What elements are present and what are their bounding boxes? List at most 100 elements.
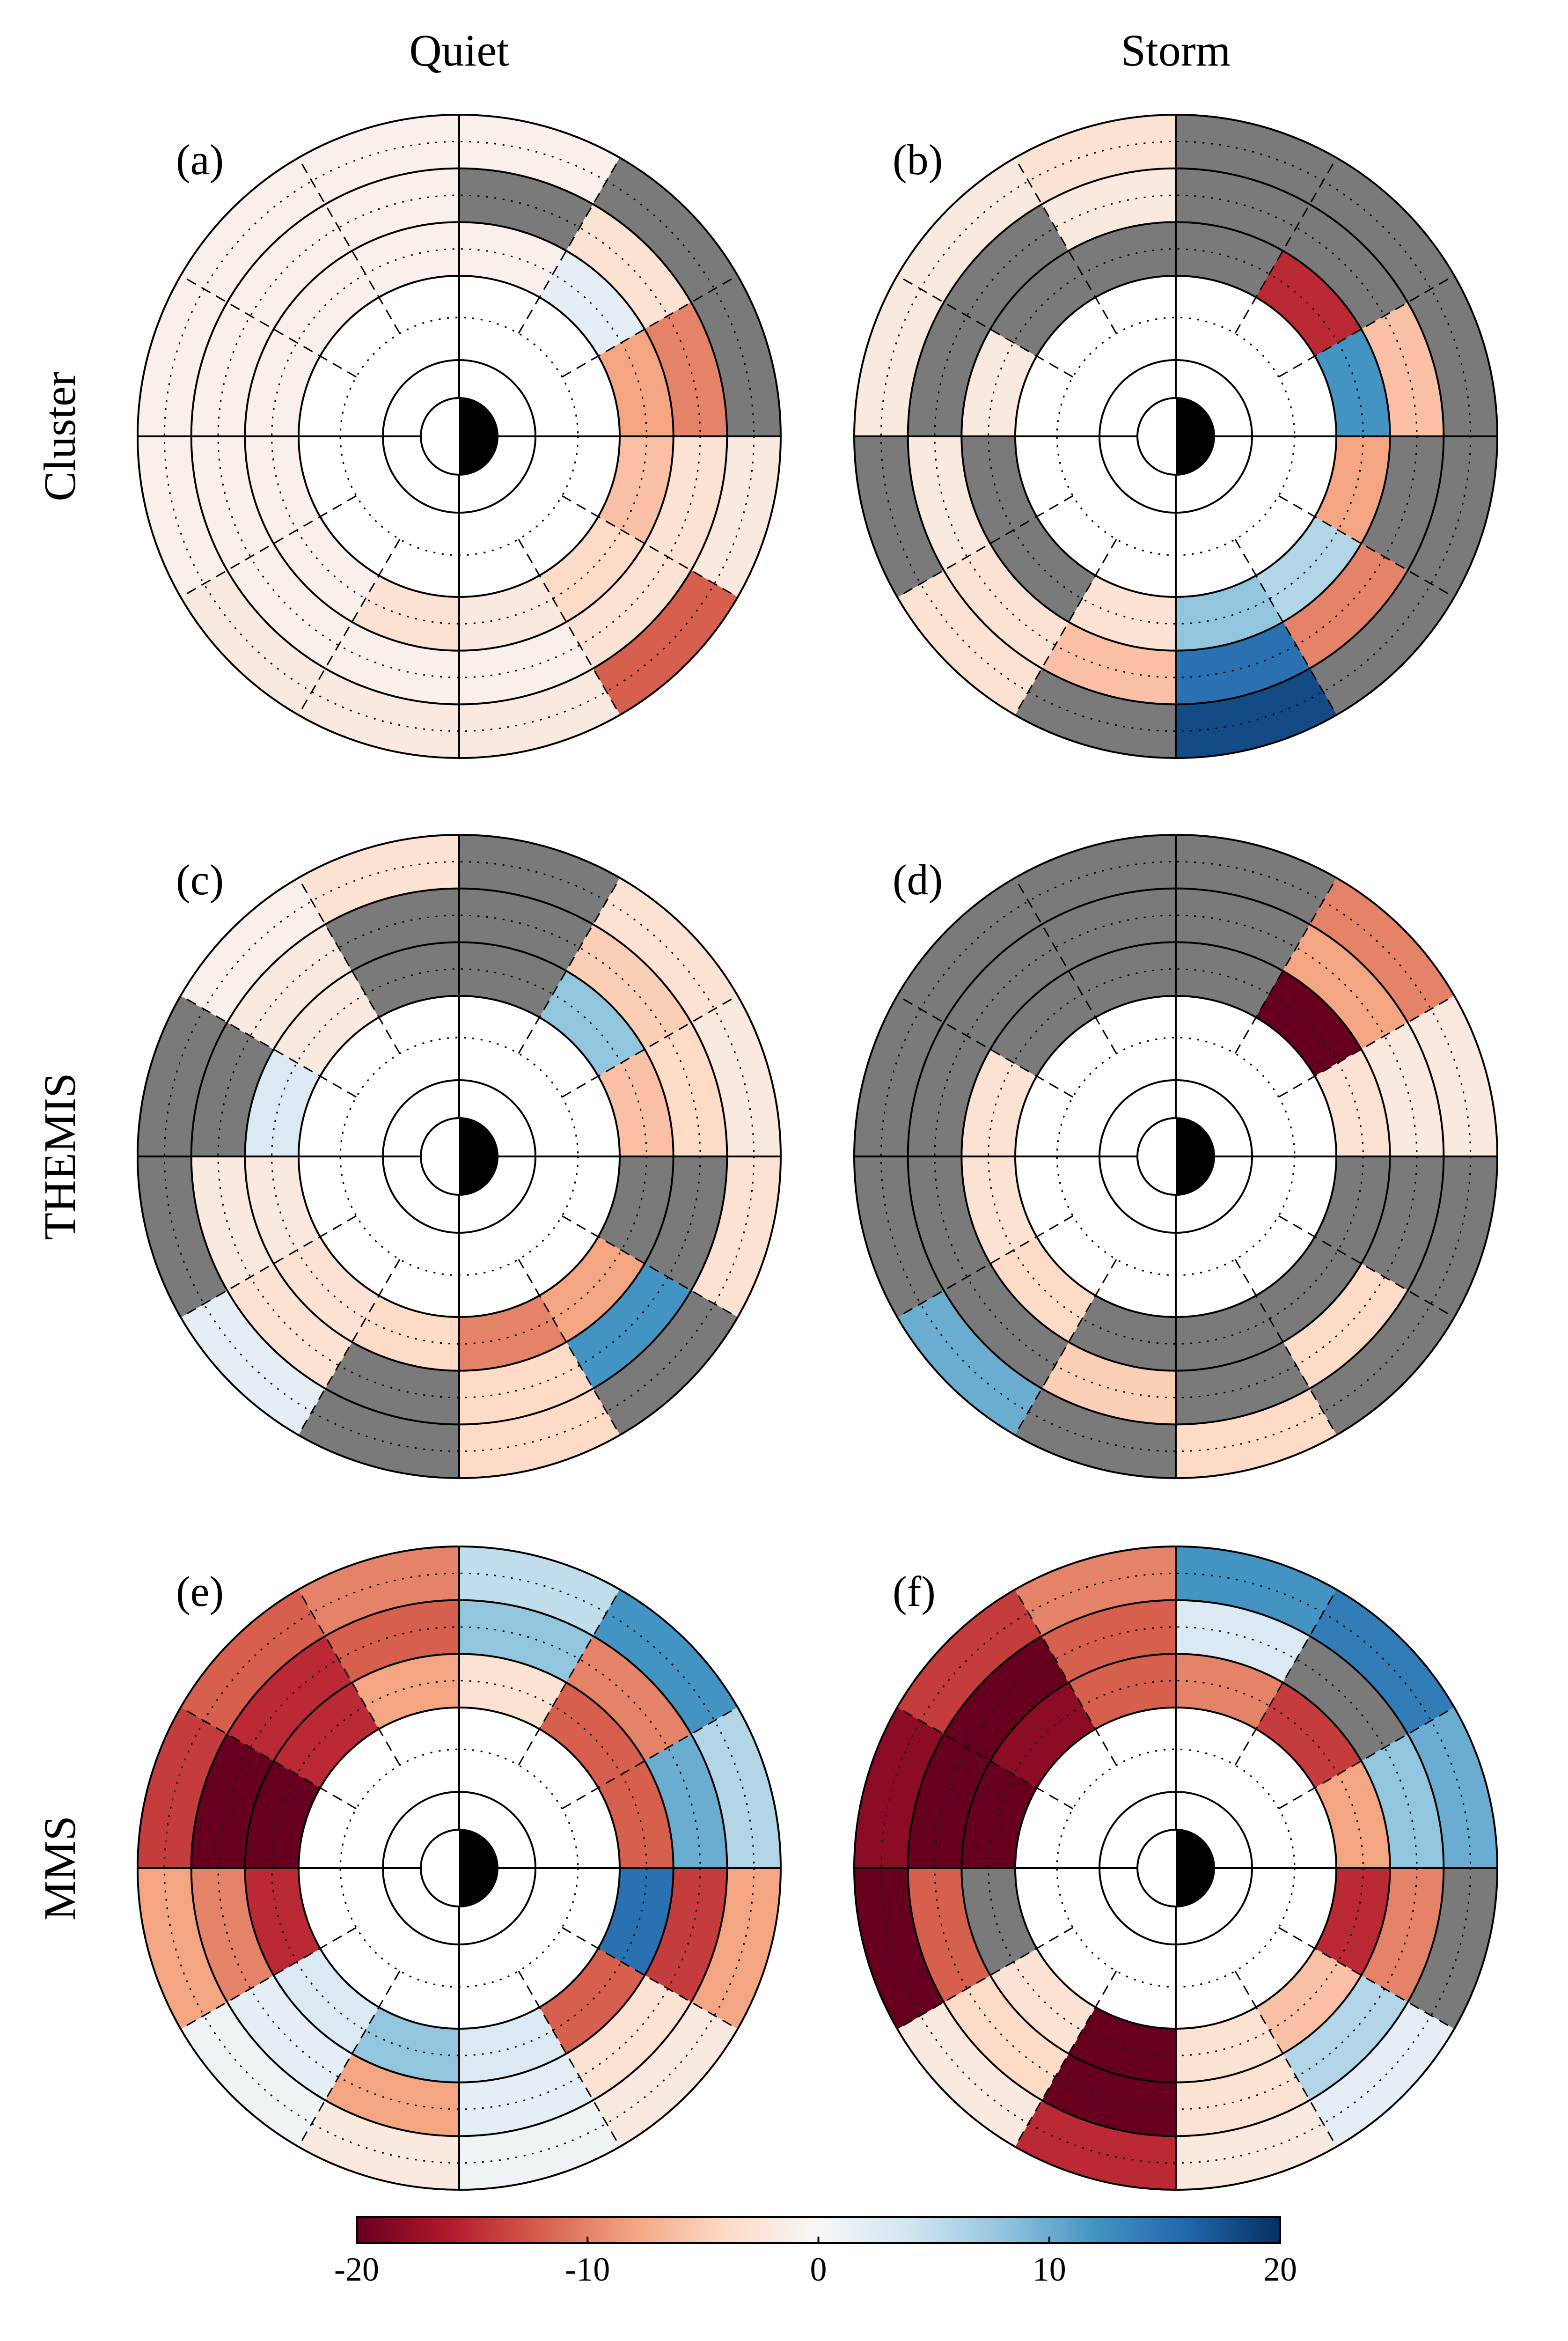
dotted-circle bbox=[339, 1037, 579, 1276]
sector-line bbox=[298, 877, 401, 1054]
ring-circle bbox=[960, 221, 1391, 652]
sector-line bbox=[562, 275, 738, 378]
ring-circle bbox=[382, 359, 536, 514]
sector-line bbox=[518, 157, 621, 334]
panel-label: (f) bbox=[893, 1568, 936, 1615]
dotted-circle bbox=[880, 140, 1472, 732]
row-label: THEMIS bbox=[35, 1073, 85, 1240]
dotted-circle bbox=[271, 968, 647, 1345]
sector-line bbox=[1234, 1259, 1337, 1436]
ring-circle bbox=[382, 1079, 536, 1234]
ring-circle bbox=[1099, 359, 1253, 514]
ring-circle bbox=[853, 834, 1498, 1479]
dotted-circle bbox=[163, 861, 755, 1452]
column-title: Quiet bbox=[409, 25, 509, 75]
sector-line bbox=[180, 995, 357, 1098]
sector-line bbox=[1234, 1589, 1337, 1766]
sector-line bbox=[298, 539, 401, 715]
sector-line bbox=[298, 1259, 401, 1436]
sector-line bbox=[1234, 539, 1337, 715]
ring-circle bbox=[298, 1707, 621, 2030]
dotted-circle bbox=[988, 968, 1364, 1345]
sector-line bbox=[1014, 539, 1117, 715]
ring-circle bbox=[1014, 995, 1337, 1318]
dotted-circle bbox=[163, 140, 755, 732]
colorbar-tick-label: -20 bbox=[334, 2251, 379, 2288]
polar-panel: (d) bbox=[853, 834, 1498, 1479]
ring-circle bbox=[907, 1599, 1445, 2137]
sector-line bbox=[518, 1971, 621, 2147]
dotted-circle bbox=[217, 1626, 701, 2110]
ring-circle bbox=[190, 1599, 728, 2137]
earth-night bbox=[1176, 1830, 1214, 1907]
earth-night bbox=[459, 398, 498, 475]
ring-circle bbox=[190, 167, 728, 706]
colorbar-tick-label: 10 bbox=[1033, 2251, 1066, 2288]
row-label: Cluster bbox=[35, 371, 85, 501]
panel-label: (d) bbox=[893, 856, 943, 904]
sector-line bbox=[298, 1971, 401, 2147]
panel-label: (a) bbox=[176, 136, 224, 184]
sector-line bbox=[1234, 1971, 1337, 2147]
sector-line bbox=[1278, 1927, 1455, 2030]
ring-circle bbox=[960, 1653, 1391, 2083]
dotted-circle bbox=[988, 248, 1364, 625]
ring-circle bbox=[1014, 275, 1337, 598]
sector-line bbox=[897, 1215, 1073, 1318]
sector-line bbox=[180, 1707, 357, 1810]
ring-circle bbox=[853, 1546, 1498, 2191]
sector-line bbox=[562, 495, 738, 598]
ring-circle bbox=[960, 941, 1391, 1372]
dotted-circle bbox=[1056, 317, 1296, 556]
colorbar-tick-label: 0 bbox=[810, 2251, 827, 2288]
sector-line bbox=[1278, 995, 1455, 1098]
sector-line bbox=[1014, 877, 1117, 1054]
sector-line bbox=[897, 1707, 1073, 1810]
ring-circle bbox=[244, 1653, 674, 2083]
ring-circle bbox=[244, 221, 674, 652]
dotted-circle bbox=[339, 317, 579, 556]
sector-line bbox=[562, 995, 738, 1098]
ring-circle bbox=[907, 887, 1445, 1426]
ring-circle bbox=[853, 114, 1498, 759]
sector-line bbox=[518, 539, 621, 715]
sector-line bbox=[1278, 275, 1455, 378]
ring-circle bbox=[298, 275, 621, 598]
ring-circle bbox=[1099, 1791, 1253, 1945]
sector-line bbox=[897, 275, 1073, 378]
sector-line bbox=[1014, 1589, 1117, 1766]
earth-night bbox=[1176, 398, 1214, 475]
sector-line bbox=[897, 1927, 1073, 2030]
dotted-circle bbox=[880, 861, 1472, 1452]
colorbar-tick-label: -10 bbox=[565, 2251, 610, 2288]
ring-circle bbox=[137, 114, 782, 759]
sector-line bbox=[1278, 495, 1455, 598]
ring-circle bbox=[382, 1791, 536, 1945]
earth-night bbox=[459, 1830, 498, 1907]
ring-circle bbox=[137, 1546, 782, 2191]
dotted-circle bbox=[163, 1572, 755, 2164]
sector-line bbox=[180, 1215, 357, 1318]
polar-panel: (f) bbox=[853, 1546, 1498, 2191]
dotted-circle bbox=[988, 1680, 1364, 2056]
ring-circle bbox=[298, 995, 621, 1318]
sector-line bbox=[1278, 1215, 1455, 1318]
row-label: MMS bbox=[35, 1816, 85, 1921]
dotted-circle bbox=[217, 194, 701, 678]
sector-line bbox=[1014, 157, 1117, 334]
sector-line bbox=[562, 1215, 738, 1318]
column-title: Storm bbox=[1121, 25, 1231, 75]
dotted-circle bbox=[934, 194, 1418, 678]
panel-label: (b) bbox=[893, 136, 943, 184]
sector-line bbox=[897, 995, 1073, 1098]
sector-line bbox=[298, 1589, 401, 1766]
dotted-circle bbox=[880, 1572, 1472, 2164]
polar-panel: (b) bbox=[853, 114, 1498, 759]
dotted-circle bbox=[271, 248, 647, 625]
sector-line bbox=[180, 1927, 357, 2030]
sector-line bbox=[897, 495, 1073, 598]
sector-line bbox=[180, 495, 357, 598]
polar-panel: (a) bbox=[137, 114, 782, 759]
dotted-circle bbox=[217, 914, 701, 1399]
